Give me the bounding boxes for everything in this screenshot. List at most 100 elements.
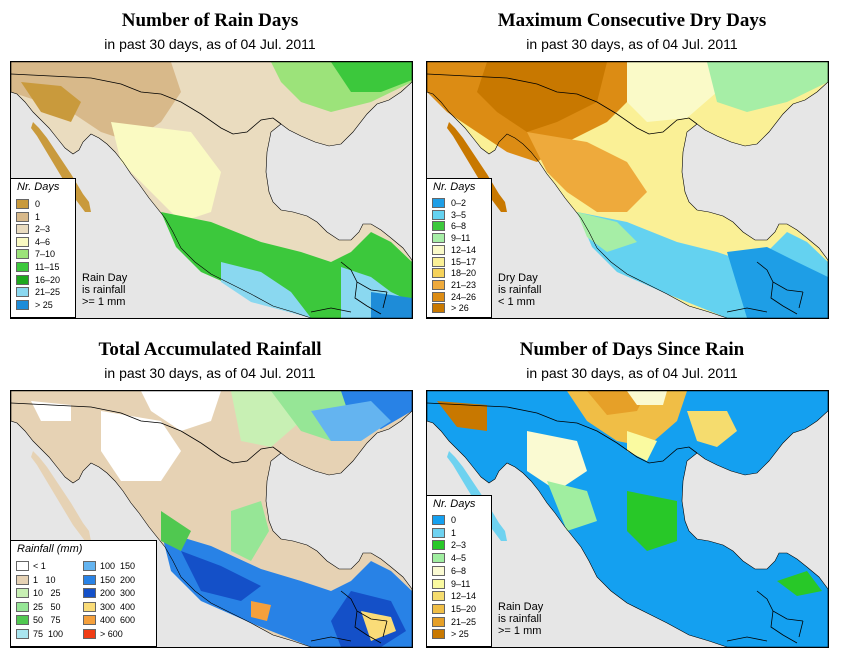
legend-item: 24–26 [432,291,477,303]
panel-rain-days: Number of Rain Days in past 30 days, as … [0,0,420,329]
legend-swatch [83,615,96,625]
legend-swatch [16,601,29,612]
legend-title: Rainfall (mm) [17,543,83,555]
legend-label: 2–3 [451,540,467,551]
legend-label: 15–20 [451,603,477,614]
legend-swatch [432,515,445,525]
legend-item: 15–20 [432,603,477,615]
legend-label: 7–10 [35,249,56,260]
legend-label: 150 200 [100,574,136,585]
legend-item: 2–3 [432,540,466,551]
legend-item: 21–23 [432,279,477,291]
legend-swatch [16,628,29,639]
rain-days-map[interactable] [10,61,413,319]
legend-label: 1 10 [33,574,56,585]
legend-label: 0 [451,515,457,525]
legend-swatch [432,603,445,614]
legend-swatch [16,299,29,310]
legend-label: 50 75 [33,615,61,625]
note-line: >= 1 mm [82,296,126,308]
legend-label: > 26 [451,303,469,314]
note-line: is rainfall [498,613,542,625]
legend-swatch [432,527,445,538]
legend-label: > 25 [35,299,53,310]
legend-item: 0–2 [432,198,466,209]
legend-item: 100 150 [83,561,142,572]
legend-item: 7–10 [16,249,55,260]
legend-swatch [83,588,96,598]
legend-label: 21–25 [35,287,61,298]
legend-item: 15–17 [432,256,477,268]
legend-item: 6–8 [432,565,467,577]
total-rainfall-map[interactable] [10,390,413,648]
legend-swatch [432,629,445,640]
rain-days-legend: Nr. Days 0 1 2–3 4–6 7–10 11–15 16–20 21–25 > 25 [10,178,76,318]
legend-swatch [16,211,29,222]
legend-item: 300 400 [83,601,142,613]
legend-swatch [83,561,96,571]
legend-item: 16–20 [16,274,60,286]
legend-label: 300 400 [100,601,136,612]
legend-title: Nr. Days [433,498,476,510]
note-line: Dry Day [498,272,538,284]
legend-label: 15–17 [451,256,477,267]
panel-subtitle: in past 30 days, as of 04 Jul. 2011 [526,365,738,381]
legend-item: 400 600 [83,615,142,626]
note-line: >= 1 mm [498,625,542,637]
legend-swatch [16,224,29,235]
legend-label: 400 600 [100,615,136,625]
dry-day-note: Dry Day is rainfall < 1 mm [498,272,541,308]
legend-item: 25 50 [16,601,75,613]
legend-item: 4–5 [432,553,466,564]
max-dry-days-map[interactable] [426,61,829,319]
legend-item: 21–25 [16,287,60,298]
legend-swatch [16,274,29,285]
legend-swatch [432,221,445,232]
legend-item: > 25 [432,629,469,640]
legend-label: 21–23 [451,279,477,290]
legend-label: 12–14 [451,244,477,255]
legend-item: 12–14 [432,244,477,256]
legend-swatch [16,574,29,585]
legend-label: 75 100 [33,628,64,639]
legend-label: 9–11 [451,578,471,589]
legend-item: 12–14 [432,591,476,602]
legend-item: > 600 [83,628,142,640]
legend-label: > 600 [100,628,123,639]
legend-label: < 1 [33,561,46,571]
legend-label: 4–5 [451,553,467,564]
legend-swatch [16,615,29,625]
legend-swatch [16,588,29,598]
legend-swatch [16,236,29,247]
legend-item: 1 [432,527,456,539]
legend-label: > 25 [451,629,469,640]
legend-item: 9–11 [432,233,470,244]
panel-title: Total Accumulated Rainfall [98,339,322,360]
legend-label: 24–26 [451,291,477,302]
legend-swatch [83,628,96,639]
legend-swatch [83,601,96,612]
legend-swatch [16,262,29,272]
panel-title: Maximum Consecutive Dry Days [497,10,767,31]
panel-title: Number of Rain Days [121,10,299,31]
panel-title: Number of Days Since Rain [519,339,745,360]
legend-label: 6–8 [451,565,467,576]
legend-swatch [432,256,445,267]
legend-label: 1 [35,211,41,222]
days-since-rain-legend: Nr. Days 0 1 2–3 4–5 6–8 9–11 12–14 15–20 21–25 >… [426,495,492,647]
legend-label: 0–2 [451,198,467,208]
legend-swatch [432,268,445,279]
legend-label: 10 25 [33,588,61,598]
legend-label: 25 50 [33,601,61,612]
panel-subtitle: in past 30 days, as of 04 Jul. 2011 [526,36,738,52]
rainfall-legend: Rainfall (mm) < 1 1 10 10 25 25 50 50 75 75 1… [10,540,157,647]
legend-swatch [432,565,445,576]
note-line: Rain Day [498,601,544,613]
legend-label: 2–3 [35,224,51,235]
legend-swatch [83,574,96,585]
days-since-rain-map[interactable] [426,390,829,648]
legend-item: 18–20 [432,268,476,279]
note-line: Rain Day [82,272,128,284]
legend-label: 0 [35,199,41,209]
legend-label: 12–14 [451,591,477,602]
